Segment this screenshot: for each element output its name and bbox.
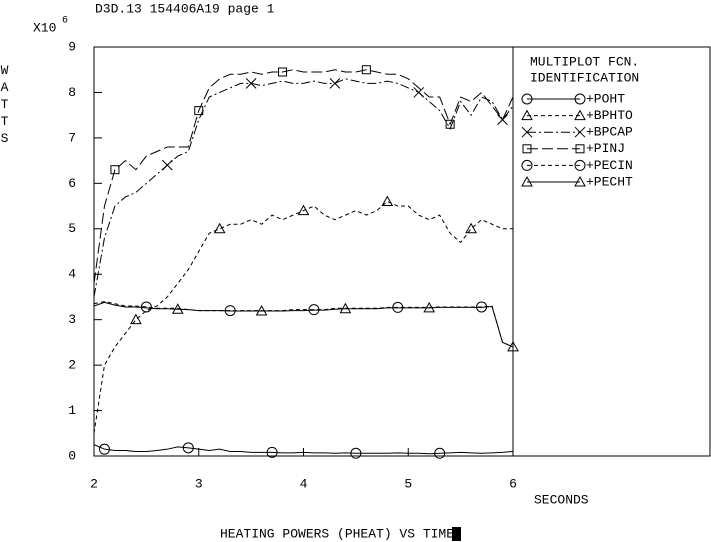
y-tick-label: 6	[68, 176, 76, 191]
marker	[98, 443, 110, 455]
legend-marker	[574, 93, 586, 105]
y-tick-label: 2	[68, 358, 76, 373]
marker	[245, 78, 257, 89]
series-line	[93, 78, 514, 298]
scale-exponent: 6	[62, 16, 68, 27]
marker	[445, 119, 455, 129]
y-tick-label: 1	[68, 403, 76, 418]
marker	[413, 87, 425, 98]
marker	[381, 195, 394, 207]
legend-title: MULTIPLOT FCN.	[530, 54, 639, 69]
marker	[213, 222, 226, 234]
series-line	[93, 69, 514, 284]
legend-label: +BPHTO	[586, 108, 633, 123]
scale-label: X10	[33, 20, 56, 35]
marker	[434, 447, 446, 459]
marker	[161, 159, 173, 171]
series-line	[93, 200, 513, 434]
marker	[182, 442, 194, 454]
legend-marker	[574, 109, 586, 121]
marker	[507, 340, 519, 352]
marker	[278, 67, 288, 77]
legend-marker	[574, 175, 586, 187]
legend-marker	[521, 109, 533, 121]
marker	[361, 65, 371, 75]
legend-marker	[575, 144, 585, 154]
y-tick-label: 8	[68, 85, 76, 100]
legend-marker	[521, 126, 533, 138]
x-tick-label: 5	[404, 476, 412, 491]
legend-label: +PECHT	[586, 174, 633, 189]
marker	[130, 313, 142, 325]
footer-title: HEATING POWERS (PHEAT) VS TIME	[220, 526, 454, 541]
legend-label: +POHT	[586, 91, 625, 106]
y-tick-label: 9	[68, 39, 76, 54]
legend-marker	[521, 159, 533, 171]
x-tick-label: 2	[90, 476, 98, 491]
y-tick-label: 7	[68, 130, 76, 145]
legend-label: +PECIN	[586, 158, 633, 173]
marker	[266, 446, 278, 458]
marker	[329, 78, 341, 89]
x-axis-label: SECONDS	[534, 492, 589, 507]
marker	[194, 106, 204, 116]
x-tick-label: 4	[300, 476, 308, 491]
series-line	[93, 444, 514, 455]
y-tick-label: 0	[68, 448, 76, 463]
legend-marker	[574, 126, 586, 138]
series-line	[93, 301, 514, 348]
marker	[423, 301, 436, 313]
legend-marker	[522, 144, 532, 154]
marker	[350, 447, 362, 459]
x-tick-label: 3	[195, 476, 203, 491]
marker	[255, 305, 268, 316]
cursor	[452, 527, 461, 541]
marker	[171, 303, 184, 314]
legend-frame	[512, 46, 711, 457]
marker	[297, 204, 310, 216]
y-tick-label: 5	[68, 221, 76, 236]
legend-marker	[521, 175, 533, 187]
x-tick-label: 6	[509, 476, 517, 491]
marker	[465, 222, 477, 234]
marker	[110, 165, 120, 175]
legend-marker	[574, 159, 586, 171]
legend-title: IDENTIFICATION	[530, 70, 639, 85]
legend-label: +BPCAP	[586, 125, 633, 140]
y-tick-label: 4	[68, 267, 76, 282]
legend-marker	[521, 93, 533, 105]
marker	[339, 302, 352, 314]
legend-label: +PINJ	[586, 141, 625, 156]
y-axis-label: WATTS	[0, 63, 9, 146]
y-tick-label: 3	[68, 312, 76, 327]
plot-frame	[93, 46, 514, 457]
chart-title: D3D.13 154406A19 page 1	[95, 1, 275, 16]
